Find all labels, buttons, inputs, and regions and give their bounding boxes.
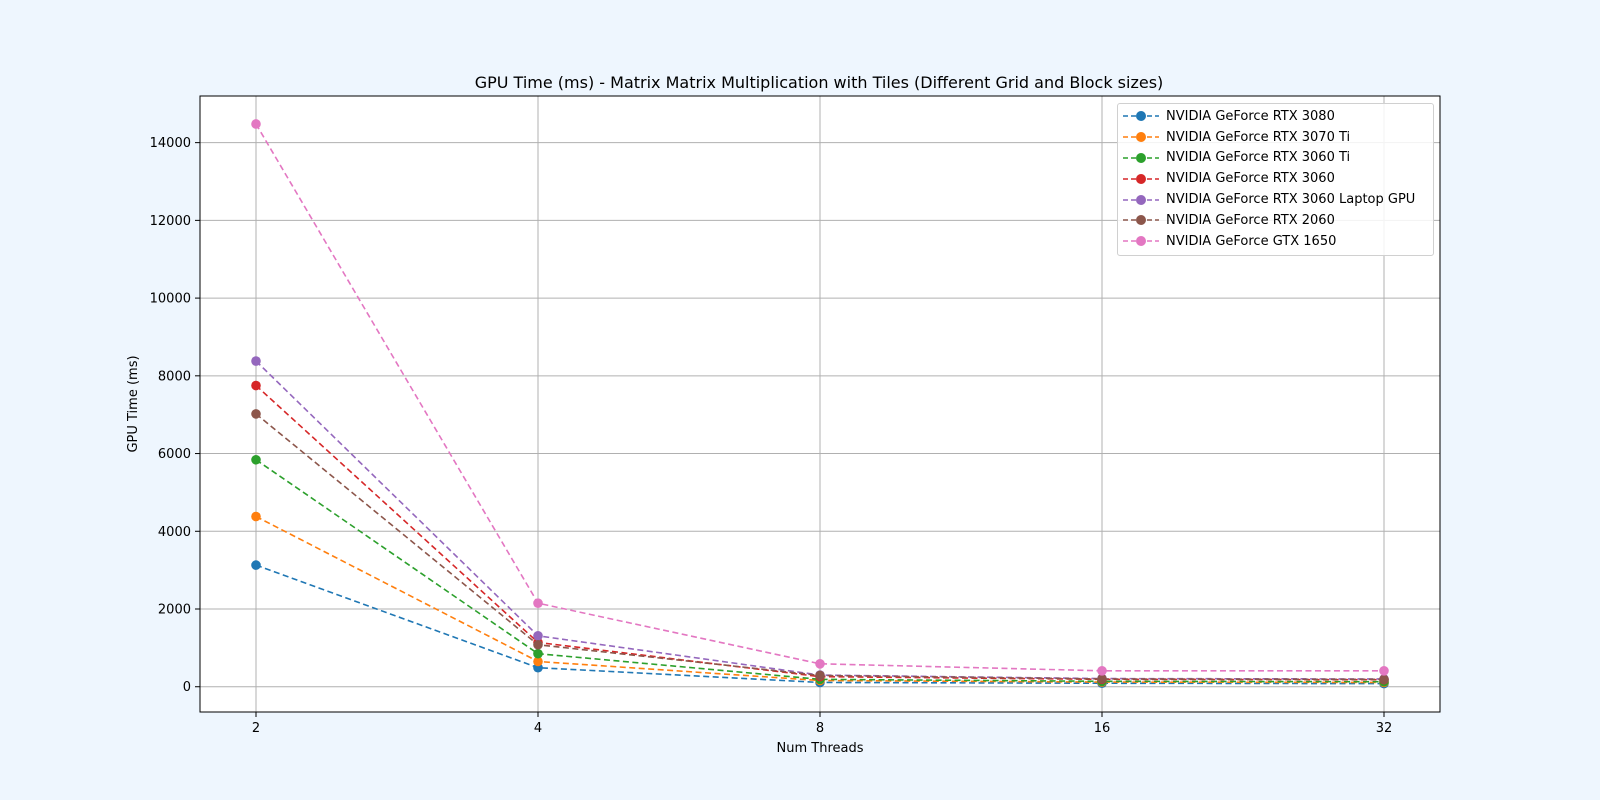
- legend-item: NVIDIA GeForce RTX 3060: [1118, 168, 1433, 189]
- legend-item: NVIDIA GeForce GTX 1650: [1118, 231, 1433, 252]
- legend-label: NVIDIA GeForce RTX 3060 Ti: [1166, 150, 1351, 166]
- y-tick-label: 12000: [150, 214, 191, 229]
- legend-item: NVIDIA GeForce RTX 2060: [1118, 210, 1433, 231]
- legend-item: NVIDIA GeForce RTX 3060 Laptop GPU: [1118, 189, 1433, 210]
- x-axis-label: Num Threads: [777, 741, 864, 756]
- x-tick-label: 16: [1094, 721, 1111, 736]
- legend-swatch: [1123, 236, 1159, 247]
- x-tick-label: 2: [252, 721, 260, 736]
- series-line: [255, 123, 1384, 672]
- legend-swatch: [1123, 215, 1159, 226]
- series-line: [255, 459, 1385, 683]
- y-tick-label: 2000: [158, 603, 191, 618]
- data-point: [251, 511, 261, 522]
- y-tick-label: 0: [183, 680, 191, 695]
- legend-swatch: [1123, 152, 1159, 163]
- legend-label: NVIDIA GeForce RTX 3070 Ti: [1166, 129, 1351, 145]
- data-point: [1379, 666, 1389, 676]
- legend-label: NVIDIA GeForce RTX 3080: [1166, 108, 1335, 124]
- legend-label: NVIDIA GeForce RTX 2060: [1166, 212, 1335, 228]
- legend-item: NVIDIA GeForce RTX 3070 Ti: [1118, 127, 1433, 148]
- legend-label: NVIDIA GeForce GTX 1650: [1166, 233, 1337, 249]
- y-tick-label: 8000: [158, 369, 191, 384]
- data-point: [1097, 666, 1107, 676]
- data-point: [533, 656, 543, 667]
- y-axis-label: GPU Time (ms): [126, 355, 141, 452]
- y-tick-label: 4000: [158, 525, 191, 540]
- data-point: [815, 670, 825, 681]
- data-point: [251, 356, 261, 366]
- legend-label: NVIDIA GeForce RTX 3060: [1166, 171, 1335, 187]
- x-tick-label: 4: [534, 721, 542, 736]
- legend-item: NVIDIA GeForce RTX 3060 Ti: [1118, 148, 1433, 169]
- data-point: [815, 659, 825, 669]
- data-point: [1097, 674, 1107, 684]
- data-point: [251, 454, 261, 465]
- chart-title: GPU Time (ms) - Matrix Matrix Multiplica…: [475, 73, 1164, 92]
- legend-swatch: [1123, 111, 1159, 122]
- grid-lines: [200, 96, 1440, 712]
- axes: 2 4 8 16 32 0 2000 4000 6000 8000 10000 12000 14000: [150, 136, 1393, 736]
- data-point: [533, 598, 543, 608]
- data-point: [533, 648, 543, 659]
- legend-swatch: [1123, 194, 1159, 205]
- x-tick-label: 32: [1376, 721, 1393, 736]
- data-point: [251, 119, 261, 129]
- legend-swatch: [1123, 173, 1159, 184]
- x-tick-label: 8: [816, 721, 824, 736]
- data-point: [533, 639, 543, 650]
- data-point: [1379, 674, 1389, 685]
- data-point: [251, 380, 261, 391]
- y-tick-label: 14000: [150, 136, 191, 151]
- y-tick-label: 6000: [158, 447, 191, 462]
- data-point: [533, 631, 543, 641]
- series-layer: [251, 119, 1389, 689]
- legend: NVIDIA GeForce RTX 3080 NVIDIA GeForce R…: [1117, 103, 1434, 256]
- legend-label: NVIDIA GeForce RTX 3060 Laptop GPU: [1166, 192, 1416, 208]
- legend-swatch: [1123, 132, 1159, 143]
- y-tick-label: 10000: [150, 292, 191, 307]
- data-point: [251, 560, 261, 570]
- data-point: [251, 409, 261, 419]
- legend-item: NVIDIA GeForce RTX 3080: [1118, 106, 1433, 127]
